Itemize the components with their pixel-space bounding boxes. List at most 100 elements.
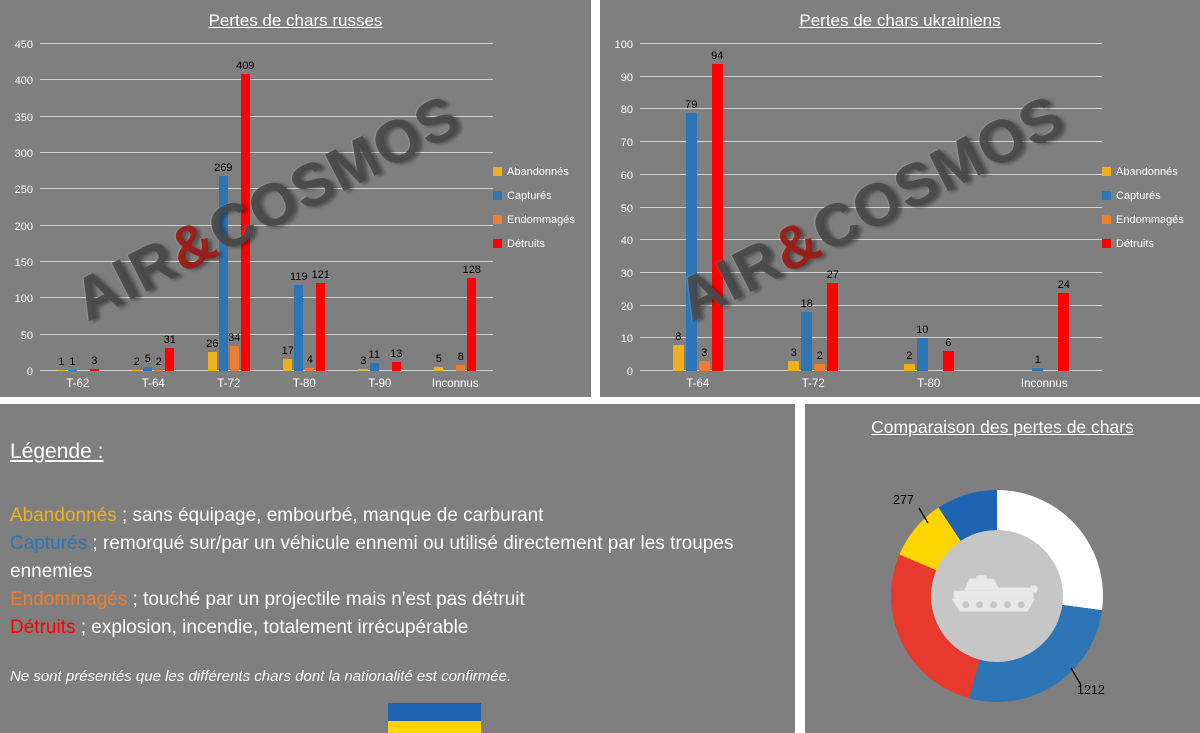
bar-value-label: 5 [144, 353, 151, 366]
bar-value-label: 24 [1057, 278, 1070, 291]
bar [467, 278, 477, 371]
bar-value-label: 2 [906, 350, 913, 363]
bar-slot: 2 [813, 44, 826, 371]
y-axis-label: 50 [20, 329, 33, 342]
y-axis-label: 0 [26, 366, 33, 378]
legend-swatch [493, 191, 502, 200]
y-axis-label: 450 [14, 39, 33, 51]
bar-slot: 1 [1031, 44, 1044, 371]
bar [283, 358, 293, 371]
bar [814, 364, 826, 371]
bar [391, 361, 401, 371]
bar [294, 284, 304, 371]
category-group: 3 11 13 [342, 44, 418, 371]
category-group: 3 18 2 27 [756, 44, 872, 371]
comparison-panel: Comparaison des pertes de chars [805, 404, 1200, 733]
gridline [40, 370, 493, 371]
gridline [40, 152, 493, 153]
y-axis-label: 80 [620, 104, 633, 117]
x-axis-label: T-90 [368, 378, 392, 390]
bar [698, 361, 710, 371]
x-axis: T-62 T-64 T-72 T-80 T-90 Inconnus [40, 371, 493, 397]
chart-body: 0 50 100 150 200 250 300 350 400 450 AIR&COSMOS 1… [6, 39, 587, 397]
bar-slot: 5 [142, 44, 153, 371]
legend-heading: Légende : [10, 440, 104, 463]
bar-value-label: 128 [462, 264, 481, 276]
bar-value-label: 26 [206, 338, 219, 351]
bar-value-label: 2 [133, 355, 140, 368]
bar [240, 73, 250, 371]
chart-legend-item: Capturés [1102, 190, 1196, 202]
bar-slot: 3 [698, 44, 711, 371]
bar [358, 368, 368, 371]
x-axis-label: T-80 [292, 378, 316, 390]
bar-slot: 8 [455, 44, 466, 371]
bar-slot: 11 [369, 44, 380, 371]
x-axis-label: T-72 [801, 378, 825, 390]
bar [132, 369, 142, 371]
bar-value-label: 8 [457, 351, 464, 364]
bar-slot: 10 [916, 44, 929, 371]
x-axis-label: Inconnus [431, 378, 479, 390]
bar-slot: 8 [672, 44, 685, 371]
x-axis: T-64 T-72 T-80 Inconnus [640, 371, 1102, 397]
bar [788, 361, 800, 371]
y-axis-label: 300 [14, 148, 33, 161]
bar-slot [78, 44, 89, 371]
bar [316, 283, 326, 371]
bar-slot: 17 [282, 44, 294, 371]
bar-value-label: 409 [236, 59, 255, 72]
bar-slot: 119 [290, 44, 308, 371]
legend-label: Endommagés [1116, 213, 1184, 226]
bar [369, 363, 379, 371]
bar [165, 348, 175, 371]
chart-legend-item: Détruits [493, 238, 587, 250]
y-axis: 0 10 20 30 40 50 60 70 80 90 100 [606, 39, 640, 378]
definitions-content: Légende : Abandonnés ; sans équipage, em… [0, 404, 795, 685]
x-axis-label: T-64 [141, 378, 165, 390]
gridline [640, 370, 1102, 371]
bar-slot: 3 [358, 44, 369, 371]
bar-value-label: 79 [685, 98, 698, 111]
chart-legend-item: Endommagés [1102, 214, 1196, 226]
bar-value-label: 18 [800, 298, 813, 311]
gridline [40, 261, 493, 262]
bar-value-label: 119 [289, 270, 308, 283]
bar [89, 368, 99, 371]
category-group: 17 119 4 121 [267, 44, 343, 371]
category-group: 2 10 6 [871, 44, 987, 371]
bar-value-label: 8 [675, 330, 682, 343]
y-axis-label: 100 [614, 39, 633, 51]
bar-value-label: 3 [360, 354, 367, 367]
bar-slot: 128 [463, 44, 481, 371]
plot-column: AIR&COSMOS 1 1 3 2 5 2 31 26 269 34 409 17 119 4 121 3 1… [40, 43, 493, 397]
gridline [640, 173, 1102, 175]
gridline [40, 115, 493, 117]
bar-groups: 8 79 3 94 3 18 2 27 2 10 6 1 24 [640, 44, 1102, 371]
chart-title-ukrainian: Pertes de chars ukrainiens [799, 11, 1001, 30]
bar [801, 312, 813, 371]
x-axis-label: T-64 [686, 378, 710, 390]
y-axis-label: 400 [14, 75, 33, 88]
category-group: 8 79 3 94 [640, 44, 756, 371]
y-axis-label: 200 [14, 220, 33, 233]
gridline [40, 188, 493, 190]
bar-slot: 121 [312, 44, 330, 371]
bar-slot: 2 [131, 44, 142, 371]
y-axis-label: 150 [14, 257, 33, 270]
legend-label: Détruits [507, 237, 545, 250]
donut-center [931, 530, 1063, 662]
bar-slot: 27 [826, 44, 839, 371]
tank-icon [951, 575, 1038, 612]
y-axis-label: 350 [14, 111, 33, 124]
bar-slot: 24 [1057, 44, 1070, 371]
bar-value-label: 94 [711, 49, 724, 62]
bar-value-label: 3 [701, 347, 708, 360]
gridline [640, 43, 1102, 44]
gridline [40, 79, 493, 81]
gridline [640, 206, 1102, 208]
legend-label: Endommagés [507, 213, 575, 226]
bar-value-label: 1 [58, 356, 65, 369]
y-axis: 0 50 100 150 200 250 300 350 400 450 [6, 39, 40, 378]
